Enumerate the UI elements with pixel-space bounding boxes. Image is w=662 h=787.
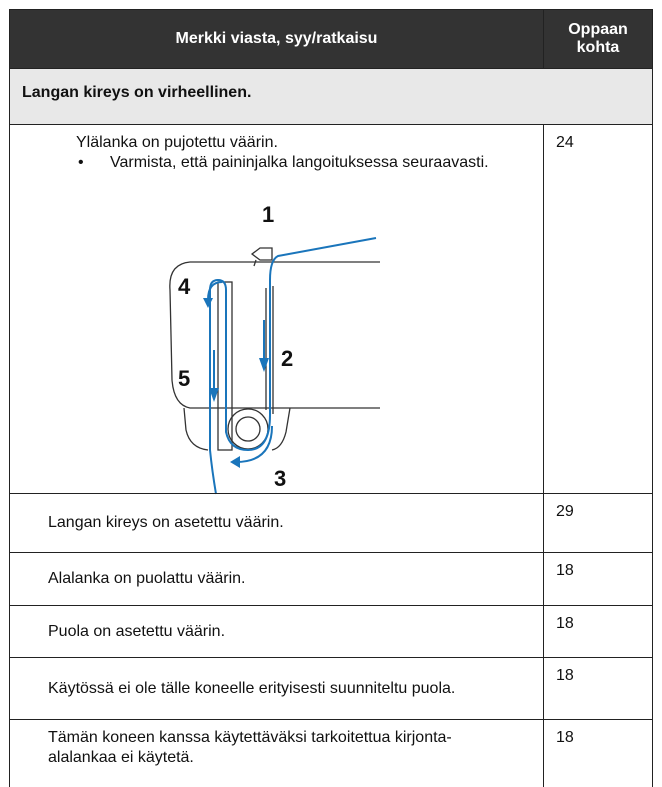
page-ref: 24 <box>543 124 653 494</box>
threading-diagram: 1 2 3 4 5 <box>169 202 380 495</box>
diagram-label: 4 <box>178 274 191 299</box>
header-cell: Merkki viasta, syy/ratkaisu <box>9 9 544 69</box>
bullet-text: Varmista, että paininjalka langoituksess… <box>110 154 489 171</box>
page-ref: 29 <box>543 493 653 553</box>
bullet-dot: • <box>78 154 84 171</box>
cause-text: Ylälanka on pujotettu väärin. <box>76 134 278 151</box>
page-ref: 18 <box>543 719 653 787</box>
page-ref: 18 <box>543 605 653 658</box>
cause-cell: Alalanka on puolattu väärin. <box>9 552 544 606</box>
cause-cell: Puola on asetettu väärin. <box>9 605 544 658</box>
diagram-label: 2 <box>281 346 293 371</box>
diagram-label: 3 <box>274 466 286 491</box>
cause-cell: Langan kireys on asetettu väärin. <box>9 493 544 553</box>
bullet-item: • Varmista, että paininjalka langoitukse… <box>76 153 523 173</box>
cause-cell: Käytössä ei ole tälle koneelle erityises… <box>9 657 544 720</box>
header-cell: Oppaan kohta <box>543 9 653 69</box>
section-title: Langan kireys on virheellinen. <box>9 68 653 125</box>
cause-cell: Tämän koneen kanssa käytettäväksi tarkoi… <box>9 719 544 787</box>
page-ref: 18 <box>543 552 653 606</box>
diagram-label: 1 <box>262 202 274 227</box>
diagram-label: 5 <box>178 366 190 391</box>
page-ref: 18 <box>543 657 653 720</box>
